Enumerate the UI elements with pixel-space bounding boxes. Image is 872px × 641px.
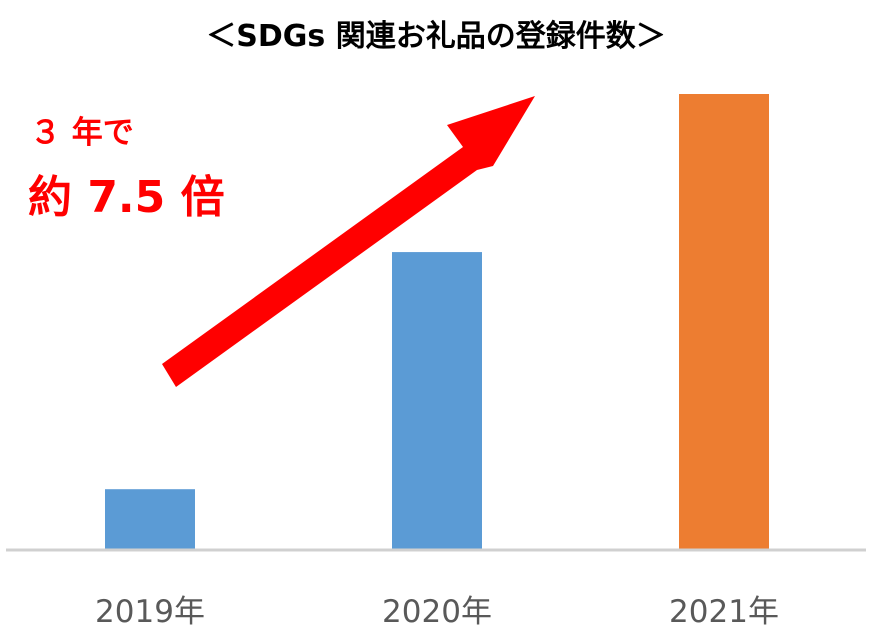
bars-group bbox=[105, 94, 769, 550]
trend-arrow-icon bbox=[162, 96, 535, 387]
bar-2020 bbox=[392, 252, 482, 550]
tick-label-2019: 2019年 bbox=[95, 594, 205, 630]
tick-label-2021: 2021年 bbox=[669, 594, 779, 630]
chart-title: ＜SDGs 関連お礼品の登録件数＞ bbox=[206, 19, 665, 54]
bar-2019 bbox=[105, 489, 195, 550]
annotation-line-2: 約 7.5 倍 bbox=[28, 172, 225, 223]
tick-labels-group: 2019年 2020年 2021年 bbox=[95, 594, 779, 630]
annotation-line-1: ３ 年で bbox=[30, 115, 134, 151]
bar-2021 bbox=[679, 94, 769, 550]
tick-label-2020: 2020年 bbox=[382, 594, 492, 630]
